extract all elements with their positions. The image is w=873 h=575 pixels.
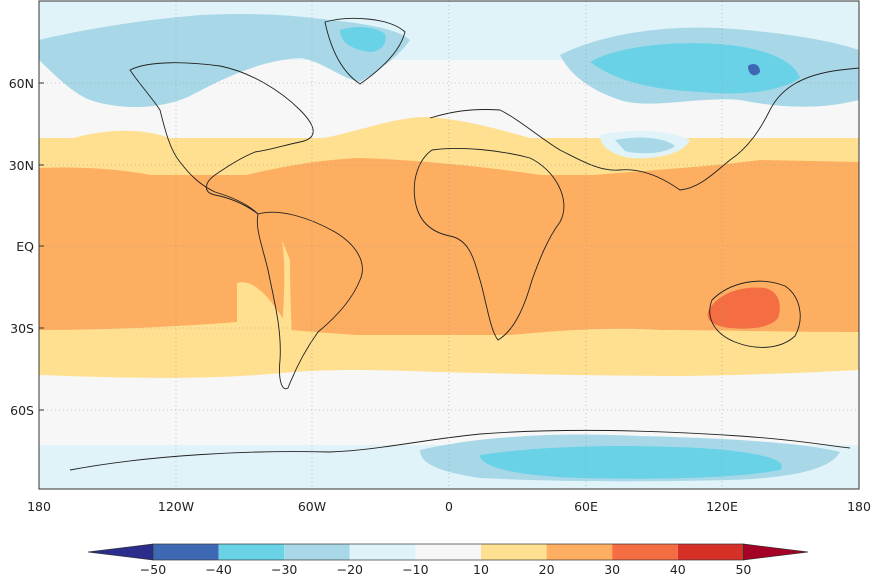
lat-axis: 60N 30N EQ 30S 60S	[9, 76, 44, 418]
map-frame	[38, 0, 860, 490]
colorbar-segment	[612, 544, 678, 560]
australia-hot-region	[707, 287, 780, 329]
colorbar-frame	[152, 543, 744, 561]
lat-tick-30s: 30S	[10, 321, 34, 336]
greenland-cold-region	[39, 13, 410, 108]
colorbar-segment	[153, 544, 219, 560]
lat-tick-60s: 60S	[10, 403, 34, 418]
colorbar-tick-label: −10	[402, 562, 428, 575]
colorbar-labels: −50 −40 −30 −20 −10 10 20 30 40 50	[140, 562, 752, 575]
antarctica-coldest-region	[480, 446, 782, 479]
map-panel	[39, 1, 859, 489]
graticule	[39, 1, 859, 489]
australia-coastline	[709, 280, 801, 348]
colorbar-tick-label: 10	[473, 562, 489, 575]
south-tropic-edge	[39, 282, 859, 380]
greenland-coldest-region	[340, 26, 386, 52]
antarctica-coastline	[69, 429, 851, 471]
colorbar-segment	[677, 544, 744, 560]
lon-tick-180w: 180	[27, 499, 51, 514]
eurasia-coastline	[429, 67, 859, 191]
lon-axis: 180 120W 60W 0 60E 120E 180	[27, 499, 871, 514]
colorbar-tick-label: 50	[735, 562, 751, 575]
colorbar-arrow-high	[743, 543, 809, 561]
colorbar-tick-label: −40	[205, 562, 231, 575]
siberia-extreme-cold	[748, 64, 760, 76]
lat-tick-30n: 30N	[9, 158, 34, 173]
colorbar-tick-label: 40	[670, 562, 686, 575]
colorbar-tick-label: −20	[337, 562, 363, 575]
colorbar-segments	[153, 544, 744, 560]
colorbar-segment	[349, 544, 416, 560]
tibet-colder-region	[615, 137, 675, 154]
north-america-coastline	[129, 62, 314, 215]
lon-tick-60e: 60E	[574, 499, 598, 514]
colorbar: −50 −40 −30 −20 −10 10 20 30 40 50	[87, 543, 809, 575]
coastlines	[69, 17, 859, 471]
colorbar-segment	[415, 544, 481, 560]
lon-tick-180e: 180	[847, 499, 871, 514]
lon-tick-120w: 120W	[158, 499, 194, 514]
colorbar-segment	[284, 544, 350, 560]
colorbar-segment	[218, 544, 285, 560]
lat-tick-60n: 60N	[9, 76, 34, 91]
africa-coastline	[413, 148, 565, 341]
lon-tick-120e: 120E	[706, 499, 738, 514]
andes-cool-strip	[281, 240, 294, 372]
colorbar-arrow-low	[87, 543, 154, 561]
colorbar-tick-label: −50	[140, 562, 166, 575]
lon-tick-60w: 60W	[298, 499, 326, 514]
colorbar-tick-label: 20	[539, 562, 555, 575]
lat-tick-eq: EQ	[16, 239, 34, 254]
south-subtropic-edge	[39, 370, 859, 445]
lon-tick-0: 0	[445, 499, 453, 514]
colorbar-tick-label: −30	[271, 562, 297, 575]
siberia-coldest-region	[590, 43, 800, 94]
colorbar-segment	[546, 544, 613, 560]
colorbar-tick-label: 30	[604, 562, 620, 575]
greenland-coastline	[324, 17, 406, 85]
colorbar-segment	[481, 544, 547, 560]
south-america-coastline	[256, 211, 363, 390]
